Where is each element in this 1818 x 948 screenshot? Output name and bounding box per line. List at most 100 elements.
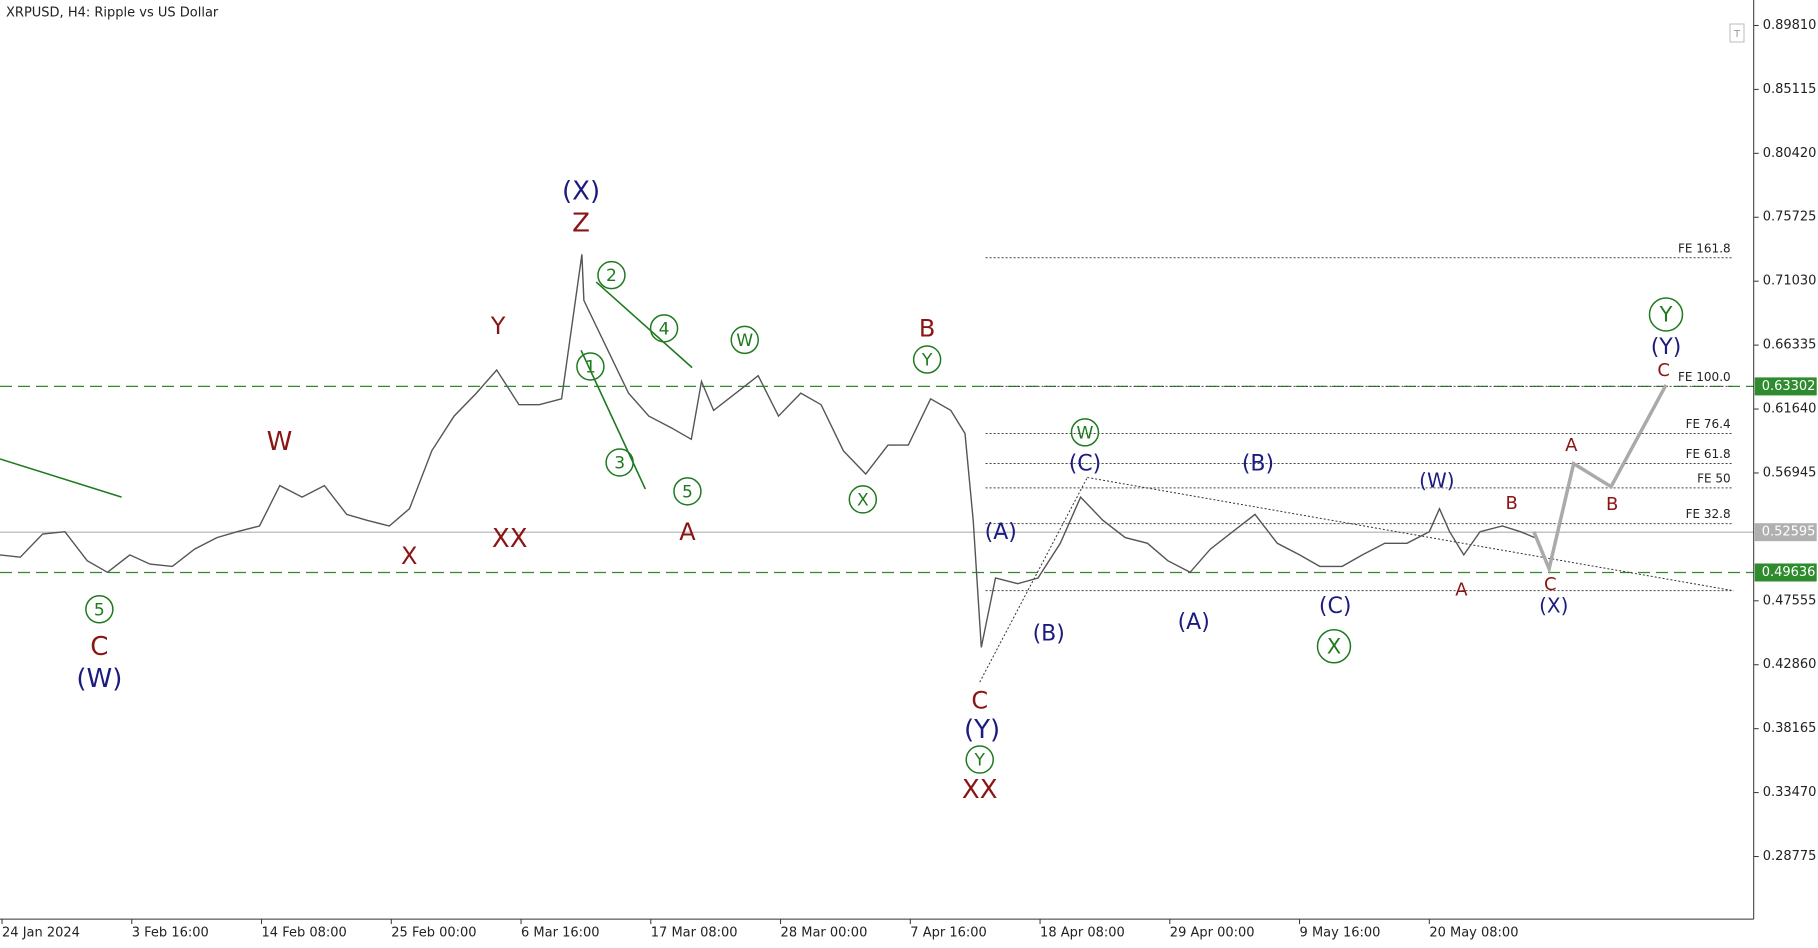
- x-tick-label: 25 Feb 00:00: [391, 926, 476, 941]
- y-tick-label: 0.66335: [1763, 338, 1817, 353]
- trend-line: [1087, 476, 1734, 592]
- wave-label: (C): [1069, 452, 1102, 477]
- trend-line: [595, 281, 693, 369]
- wave-circle: [673, 477, 702, 506]
- x-tick-label: 18 Apr 08:00: [1040, 926, 1125, 941]
- wave-label: X: [857, 490, 869, 510]
- x-tick-label: 24 Jan 2024: [2, 926, 80, 941]
- wave-label: (W): [76, 664, 122, 694]
- y-tick-label: 0.56945: [1763, 465, 1817, 480]
- y-tick-label: 0.47555: [1763, 593, 1817, 608]
- x-tick-label: 17 Mar 08:00: [651, 926, 738, 941]
- fib-label: FE 50: [1697, 471, 1731, 485]
- wave-label: (X): [1539, 593, 1568, 617]
- wave-label: (Y): [964, 715, 1000, 745]
- price-box: [1754, 563, 1817, 582]
- wave-label: W: [736, 331, 753, 351]
- y-tick-label: 0.33470: [1763, 785, 1817, 800]
- wave-label: Y: [1659, 302, 1673, 326]
- wave-label: 3: [614, 453, 625, 473]
- y-tick-label: 0.71030: [1763, 274, 1817, 289]
- y-tick-label: 0.42860: [1763, 657, 1817, 672]
- wave-circle: [576, 352, 605, 381]
- wave-label: 2: [606, 266, 617, 286]
- wave-label: B: [1506, 493, 1518, 514]
- y-tick-label: 0.38165: [1763, 721, 1817, 736]
- wave-label: C: [1544, 574, 1557, 595]
- forecast-path: [1532, 384, 1668, 575]
- wave-label: C: [1657, 360, 1670, 381]
- wave-label: Y: [974, 751, 986, 771]
- wave-label: C: [971, 687, 988, 715]
- trend-line: [580, 349, 647, 490]
- x-tick-label: 29 Apr 00:00: [1170, 926, 1255, 941]
- wave-label: (B): [1242, 452, 1274, 477]
- wave-label: X: [401, 542, 417, 570]
- wave-label: XX: [962, 775, 998, 805]
- wave-label: (B): [1033, 622, 1065, 647]
- y-tick-label: 0.85115: [1763, 82, 1817, 97]
- trend-line: [0, 458, 122, 498]
- x-tick-label: 14 Feb 08:00: [262, 926, 347, 941]
- toolbar-icon[interactable]: [1729, 23, 1745, 43]
- x-tick-label: 6 Mar 16:00: [521, 926, 600, 941]
- wave-circle: [1648, 297, 1684, 332]
- wave-circle: [605, 448, 634, 477]
- wave-label: (A): [1178, 610, 1210, 635]
- wave-label: Z: [572, 209, 590, 239]
- wave-label: 5: [94, 600, 105, 620]
- x-tick-label: 9 May 16:00: [1300, 926, 1381, 941]
- wave-circle: [912, 345, 942, 374]
- wave-label: X: [1327, 634, 1341, 658]
- wave-label: 5: [682, 482, 693, 502]
- price-box: [1754, 523, 1817, 542]
- price-box-label: 0.52595: [1762, 525, 1816, 540]
- wave-circle: [1070, 418, 1100, 447]
- y-tick-label: 0.80420: [1763, 146, 1817, 161]
- wave-label: W: [1077, 423, 1094, 443]
- price-line: [0, 254, 1535, 648]
- fib-label: FE 76.4: [1686, 417, 1731, 431]
- wave-label: Y: [490, 312, 506, 340]
- y-tick-label: 0.61640: [1763, 402, 1817, 417]
- x-tick-label: 28 Mar 00:00: [781, 926, 868, 941]
- wave-label: (C): [1319, 594, 1352, 619]
- wave-circle: [965, 745, 994, 774]
- y-tick-label: 0.89810: [1763, 18, 1817, 33]
- wave-circle: [730, 325, 759, 355]
- wave-label: A: [1565, 435, 1578, 456]
- wave-label: B: [1606, 494, 1618, 515]
- wave-label: (X): [562, 176, 600, 206]
- toolbar-icon-glyph: T: [1733, 29, 1741, 40]
- x-tick-label: 3 Feb 16:00: [132, 926, 209, 941]
- wave-label: (A): [985, 520, 1017, 545]
- fib-label: FE 61.8: [1686, 447, 1731, 461]
- wave-circle: [597, 260, 626, 290]
- wave-label: W: [267, 427, 293, 457]
- wave-circle: [1316, 629, 1352, 664]
- wave-label: Y: [921, 351, 933, 371]
- price-box-label: 0.63302: [1762, 379, 1816, 394]
- y-tick-label: 0.75725: [1763, 210, 1817, 225]
- price-box: [1754, 377, 1817, 396]
- wave-label: (Y): [1651, 335, 1682, 360]
- wave-label: A: [679, 518, 696, 546]
- wave-circle: [85, 595, 114, 624]
- fib-label: FE 32.8: [1686, 507, 1731, 521]
- wave-circle: [848, 485, 878, 514]
- price-box-label: 0.49636: [1762, 565, 1816, 580]
- wave-circle: [649, 314, 679, 343]
- wave-label: B: [919, 314, 935, 342]
- fib-label: FE 161.8: [1678, 241, 1731, 255]
- wave-label: A: [1455, 580, 1468, 601]
- wave-label: (W): [1419, 468, 1454, 492]
- chart-title: XRPUSD, H4: Ripple vs US Dollar: [6, 6, 219, 21]
- x-tick-label: 20 May 08:00: [1429, 926, 1518, 941]
- wave-label: C: [90, 632, 108, 662]
- trend-line: [979, 477, 1088, 683]
- y-tick-label: 0.28775: [1763, 849, 1817, 864]
- wave-label: 4: [659, 319, 670, 339]
